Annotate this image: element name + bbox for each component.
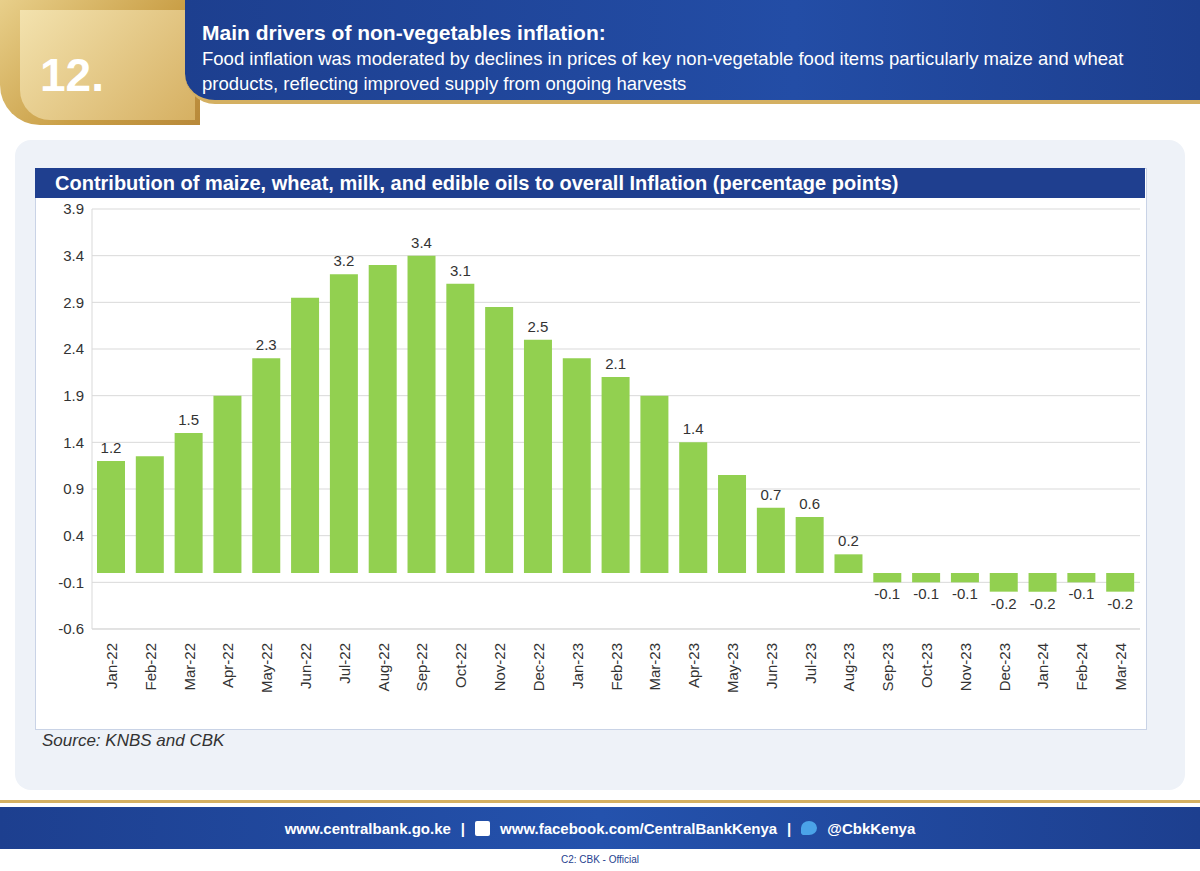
svg-text:Jan-23: Jan-23 [569,643,586,689]
svg-text:2.5: 2.5 [528,318,549,335]
svg-text:1.5: 1.5 [178,411,199,428]
html-text:Source: KNBS and CBK: Source: KNBS and CBK [42,731,225,750]
svg-text:-0.1: -0.1 [1068,585,1094,602]
svg-text:Apr-23: Apr-23 [685,643,702,688]
svg-text:Jun-22: Jun-22 [297,643,314,689]
html-text:Contribution of maize, wheat,: Contribution of maize, wheat, milk, and … [55,172,899,194]
svg-text:-0.1: -0.1 [952,585,978,602]
svg-text:1.2: 1.2 [101,439,122,456]
svg-text:Feb-22: Feb-22 [142,643,159,691]
svg-text:May-22: May-22 [258,643,275,693]
svg-text:May-23: May-23 [724,643,741,693]
svg-text:Feb-24: Feb-24 [1073,643,1090,691]
svg-text:-0.1: -0.1 [874,585,900,602]
svg-text:3.9: 3.9 [63,200,84,217]
svg-text:1.4: 1.4 [683,420,704,437]
svg-text:2.1: 2.1 [605,355,626,372]
svg-text:-0.2: -0.2 [1107,595,1133,612]
html-text:C2: CBK - Official: C2: CBK - Official [560,854,640,865]
svg-text:Jan-24: Jan-24 [1034,643,1051,689]
svg-text:0.4: 0.4 [63,527,84,544]
svg-text:Jun-23: Jun-23 [763,643,780,689]
svg-text:-0.2: -0.2 [1030,595,1056,612]
svg-text:Aug-23: Aug-23 [840,643,857,691]
html-text:Food inflation was moderated b: Food inflation was moderated by declines… [202,48,1124,94]
html-text:www.centralbank.go.ke: www.centralbank.go.ke [284,819,451,837]
svg-text:-0.2: -0.2 [991,595,1017,612]
svg-text:Oct-22: Oct-22 [452,643,469,688]
svg-text:Mar-23: Mar-23 [646,643,663,691]
svg-text:Oct-23: Oct-23 [918,643,935,688]
svg-text:2.4: 2.4 [63,340,84,357]
html-text:www.facebook.com/CentralBankKe: www.facebook.com/CentralBankKenya [500,819,778,837]
html-text:12.: 12. [40,49,104,101]
svg-text:Jan-22: Jan-22 [103,643,120,689]
svg-text:1.9: 1.9 [63,387,84,404]
svg-text:-0.1: -0.1 [913,585,939,602]
svg-text:Sep-23: Sep-23 [879,643,896,691]
svg-text:Jul-22: Jul-22 [336,643,353,684]
html-text:@CbkKenya: @CbkKenya [827,819,916,837]
svg-text:2.3: 2.3 [256,336,277,353]
svg-text:Nov-22: Nov-22 [491,643,508,691]
svg-text:Jul-23: Jul-23 [802,643,819,684]
svg-text:1.4: 1.4 [63,434,84,451]
html-text:Main drivers of non-vegetables: Main drivers of non-vegetables inflation… [202,21,606,44]
svg-text:Mar-24: Mar-24 [1112,643,1129,691]
svg-text:3.4: 3.4 [63,247,84,264]
svg-text:Dec-23: Dec-23 [996,643,1013,691]
svg-text:-0.1: -0.1 [58,574,84,591]
svg-text:0.9: 0.9 [63,480,84,497]
svg-text:Mar-22: Mar-22 [181,643,198,691]
svg-text:-0.6: -0.6 [58,620,84,637]
svg-text:Dec-22: Dec-22 [530,643,547,691]
svg-text:Aug-22: Aug-22 [375,643,392,691]
svg-text:2.9: 2.9 [63,294,84,311]
svg-text:Sep-22: Sep-22 [413,643,430,691]
svg-text:3.4: 3.4 [411,234,432,251]
svg-text:0.2: 0.2 [838,532,859,549]
svg-text:3.1: 3.1 [450,262,471,279]
svg-text:0.7: 0.7 [760,486,781,503]
svg-text:Apr-22: Apr-22 [219,643,236,688]
svg-text:Feb-23: Feb-23 [608,643,625,691]
svg-text:0.6: 0.6 [799,495,820,512]
svg-text:3.2: 3.2 [333,252,354,269]
svg-text:Nov-23: Nov-23 [957,643,974,691]
